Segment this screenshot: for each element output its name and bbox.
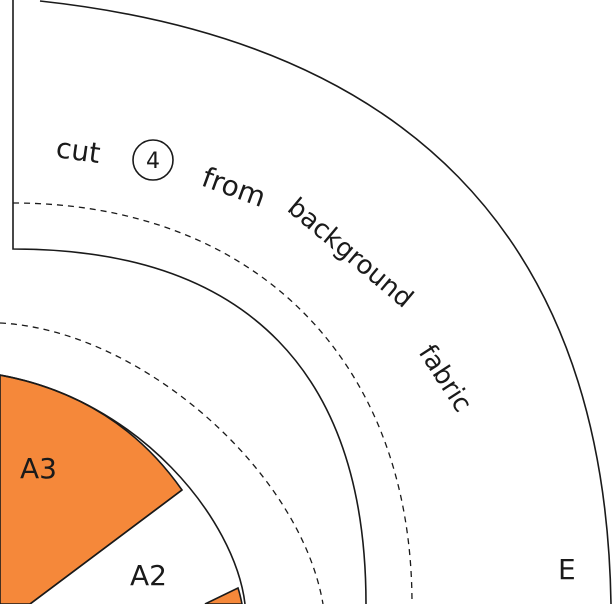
segment-label-a2: A2 xyxy=(130,559,167,592)
instruction-word-from: from xyxy=(198,161,271,214)
piece-e-outer-arc xyxy=(39,0,612,604)
wedge-divider-a2-a3 xyxy=(29,489,183,604)
piece-e-outline xyxy=(12,0,367,604)
instruction-word-background: background xyxy=(282,192,419,314)
quantity-number: 4 xyxy=(146,149,160,174)
segment-a4-wedge xyxy=(204,586,243,604)
segment-label-a3: A3 xyxy=(20,452,57,485)
cut-text: cut xyxy=(54,131,102,170)
seam-line-inner xyxy=(0,322,324,604)
inner-arc xyxy=(0,374,246,604)
piece-label-e: E xyxy=(558,553,576,586)
quantity-circle xyxy=(132,139,174,181)
instruction-word-fabric: fabric xyxy=(412,339,477,417)
